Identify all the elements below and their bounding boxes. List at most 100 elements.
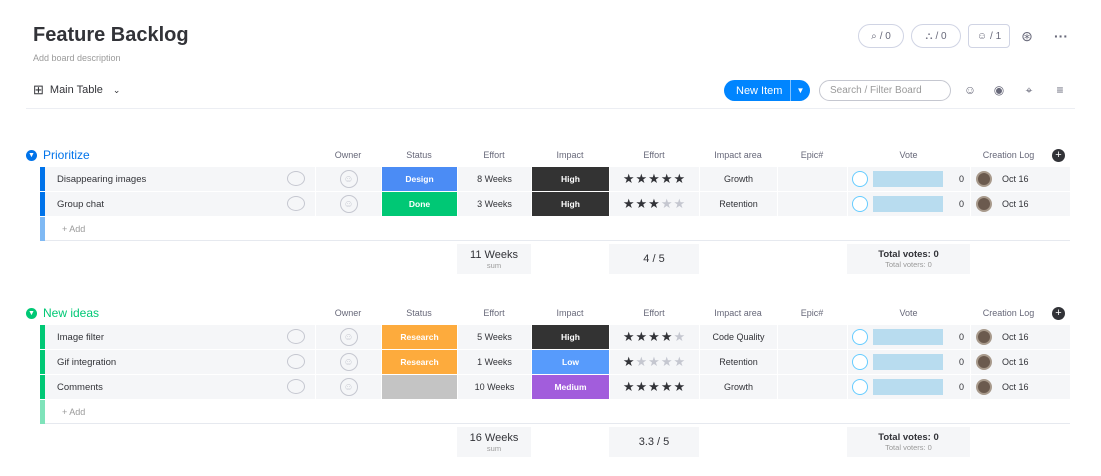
owner-cell[interactable]: ☺ — [315, 192, 381, 216]
rating-cell[interactable]: ★ ★ ★ ★ ★ — [609, 350, 699, 374]
vote-button[interactable] — [852, 329, 868, 345]
table-row[interactable]: Comments ☺ 10 Weeks Medium ★ ★ ★ ★ ★ Growth 0 Oct 1… — [40, 375, 1070, 399]
status-cell[interactable] — [381, 375, 457, 399]
star-icon[interactable]: ★ — [660, 329, 674, 344]
item-name[interactable]: Gif integration — [57, 357, 117, 368]
star-icon[interactable]: ★ — [622, 196, 636, 211]
vote-cell[interactable]: 0 — [847, 325, 970, 349]
star-icon[interactable]: ★ — [622, 354, 636, 369]
vote-button[interactable] — [852, 196, 868, 212]
column-header[interactable]: Status — [406, 150, 432, 160]
board-title[interactable]: Feature Backlog — [33, 24, 189, 46]
updates-icon[interactable] — [287, 196, 305, 211]
item-name[interactable]: Comments — [57, 382, 103, 393]
pin-icon[interactable]: ⌖ — [1025, 82, 1033, 97]
item-name[interactable]: Group chat — [57, 199, 104, 210]
search-input[interactable]: Search / Filter Board — [819, 80, 951, 101]
updates-icon[interactable] — [287, 354, 305, 369]
star-icon[interactable]: ★ — [673, 379, 687, 394]
vote-cell[interactable]: 0 — [847, 375, 970, 399]
column-header[interactable]: Owner — [334, 308, 362, 318]
star-icon[interactable]: ★ — [635, 196, 649, 211]
star-icon[interactable]: ★ — [648, 329, 661, 344]
impact-area-cell[interactable]: Code Quality — [699, 325, 777, 349]
effort-cell[interactable]: 8 Weeks — [457, 167, 531, 191]
impact-cell[interactable]: Low — [531, 350, 609, 374]
column-header[interactable]: Creation Log — [982, 308, 1035, 318]
column-header[interactable]: Effort — [643, 308, 665, 318]
add-item-row[interactable]: + Add — [40, 400, 1070, 424]
add-item-input[interactable]: + Add — [62, 224, 86, 234]
vote-button[interactable] — [852, 354, 868, 370]
person-filter-icon[interactable]: ☺ — [963, 83, 977, 97]
add-column-icon[interactable]: + — [1052, 307, 1065, 320]
star-icon[interactable]: ★ — [622, 329, 636, 344]
impact-area-cell[interactable]: Retention — [699, 192, 777, 216]
column-header[interactable]: Status — [406, 308, 432, 318]
impact-cell[interactable]: High — [531, 192, 609, 216]
column-header[interactable]: Creation Log — [982, 150, 1035, 160]
status-cell[interactable]: Design — [381, 167, 457, 191]
group-title[interactable]: ▼ New ideas — [26, 306, 99, 320]
impact-cell[interactable]: High — [531, 325, 609, 349]
group-title[interactable]: ▼ Prioritize — [26, 148, 90, 162]
impact-cell[interactable]: High — [531, 167, 609, 191]
star-icon[interactable]: ★ — [660, 196, 674, 211]
star-icon[interactable]: ★ — [622, 171, 636, 186]
owner-cell[interactable]: ☺ — [315, 375, 381, 399]
column-header[interactable]: Epic# — [800, 150, 824, 160]
owner-cell[interactable]: ☺ — [315, 350, 381, 374]
updates-icon[interactable] — [287, 379, 305, 394]
table-row[interactable]: Gif integration ☺ Research 1 Weeks Low ★ ★ ★ ★ ★ R… — [40, 350, 1070, 374]
epic-cell[interactable] — [777, 192, 847, 216]
star-icon[interactable]: ★ — [635, 379, 649, 394]
star-icon[interactable]: ★ — [648, 354, 661, 369]
add-item-row[interactable]: + Add — [40, 217, 1070, 241]
column-header[interactable]: Effort — [483, 150, 505, 160]
star-icon[interactable]: ★ — [622, 379, 636, 394]
new-item-dropdown-icon[interactable]: ▼ — [790, 80, 810, 101]
table-row[interactable]: Disappearing images ☺ Design 8 Weeks High ★ ★ ★… — [40, 167, 1070, 191]
star-icon[interactable]: ★ — [648, 171, 661, 186]
impact-area-cell[interactable]: Growth — [699, 375, 777, 399]
owner-cell[interactable]: ☺ — [315, 167, 381, 191]
rating-cell[interactable]: ★ ★ ★ ★ ★ — [609, 167, 699, 191]
updates-icon[interactable] — [287, 171, 305, 186]
view-selector[interactable]: ⊞ Main Table ⌄ — [33, 82, 121, 97]
rating-cell[interactable]: ★ ★ ★ ★ ★ — [609, 325, 699, 349]
table-row[interactable]: Group chat ☺ Done 3 Weeks High ★ ★ ★ ★ ★ Retention… — [40, 192, 1070, 216]
board-description[interactable]: Add board description — [33, 53, 121, 63]
updates-icon[interactable] — [287, 329, 305, 344]
column-header[interactable]: Effort — [483, 308, 505, 318]
star-icon[interactable]: ★ — [673, 329, 687, 344]
add-item-input[interactable]: + Add — [62, 407, 86, 417]
new-item-button[interactable]: New Item ▼ — [724, 80, 810, 101]
item-name[interactable]: Disappearing images — [57, 174, 147, 185]
hide-icon[interactable]: ◉ — [993, 83, 1005, 97]
owner-cell[interactable]: ☺ — [315, 325, 381, 349]
epic-cell[interactable] — [777, 375, 847, 399]
star-icon[interactable]: ★ — [660, 171, 674, 186]
column-header[interactable]: Impact area — [714, 150, 762, 160]
star-icon[interactable]: ★ — [635, 354, 649, 369]
epic-cell[interactable] — [777, 350, 847, 374]
star-icon[interactable]: ★ — [635, 171, 649, 186]
column-header[interactable]: Vote — [899, 150, 918, 160]
filter-icon[interactable]: ≡ — [1056, 83, 1064, 97]
members-counter[interactable]: ☺/ 1 — [968, 24, 1010, 48]
column-header[interactable]: Epic# — [800, 308, 824, 318]
column-header[interactable]: Owner — [334, 150, 362, 160]
column-header[interactable]: Impact — [556, 308, 584, 318]
star-icon[interactable]: ★ — [673, 196, 687, 211]
star-icon[interactable]: ★ — [648, 196, 661, 211]
add-column-icon[interactable]: + — [1052, 149, 1065, 162]
integrations-counter[interactable]: ⛬/ 0 — [911, 24, 961, 48]
vote-cell[interactable]: 0 — [847, 167, 970, 191]
impact-area-cell[interactable]: Retention — [699, 350, 777, 374]
group-collapse-icon[interactable]: ▼ — [26, 149, 37, 161]
effort-cell[interactable]: 1 Weeks — [457, 350, 531, 374]
star-icon[interactable]: ★ — [660, 354, 674, 369]
star-icon[interactable]: ★ — [648, 379, 661, 394]
column-header[interactable]: Effort — [643, 150, 665, 160]
vote-cell[interactable]: 0 — [847, 192, 970, 216]
